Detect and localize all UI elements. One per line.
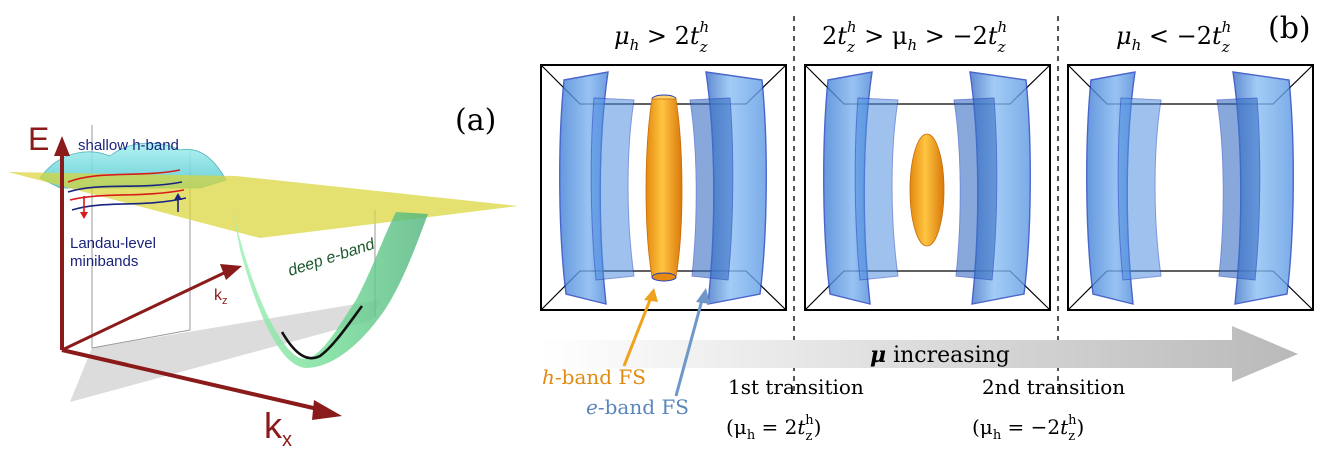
kx-axis-arrowhead — [312, 400, 342, 420]
kx-axis-label: kx — [264, 405, 292, 451]
mu-increasing-arrow — [540, 326, 1298, 382]
h-band-fs-ellipsoid — [909, 133, 945, 247]
fermi-plane — [8, 172, 518, 238]
landau-minibands — [67, 169, 187, 211]
panel-a-label: (a) — [455, 103, 496, 138]
e-axis-label: E — [28, 121, 49, 157]
kz-axis-arrowhead — [220, 264, 242, 280]
panel-a: E kx kz shallow h-band Landau-level mini… — [8, 103, 518, 451]
fs-box-3 — [1067, 64, 1314, 311]
panel-b: μh > 2tzh 2tzh > μh > −2tzh μh < −2tzh (… — [540, 11, 1314, 444]
landau-label-line1: Landau-level — [70, 235, 156, 252]
h-band-pointer — [622, 288, 658, 367]
level-arrows — [80, 193, 182, 219]
deep-e-band-surface — [232, 206, 428, 368]
landau-label-line2: minibands — [70, 253, 138, 270]
condition-1: μh > 2tzh — [614, 18, 709, 56]
transition-1-condition: (μh = 2tzh) — [726, 413, 821, 444]
deep-e-band-label: deep e-band — [286, 236, 378, 280]
h-band-fs-label: h-band FS — [542, 365, 646, 389]
deep-e-band-edge — [280, 305, 364, 360]
floor-plane — [70, 300, 380, 402]
shallow-h-band-label: shallow h-band — [78, 137, 179, 154]
e-band-pointer — [674, 288, 710, 397]
kz-axis — [61, 270, 227, 352]
e-axis-arrowhead — [54, 136, 70, 156]
transition-2-label: 2nd transition — [982, 375, 1125, 399]
kz-axis-label: kz — [214, 287, 228, 307]
transition-2-condition: (μh = −2tzh) — [972, 413, 1084, 444]
transition-1-label: 1st transition — [728, 375, 864, 399]
h-band-fs-surface — [645, 98, 683, 278]
fs-box-2 — [804, 64, 1051, 311]
panel-b-label: (b) — [1268, 11, 1311, 46]
fs-box-1 — [540, 64, 787, 311]
mu-increasing-label: μ increasing — [870, 342, 1010, 368]
condition-3: μh < −2tzh — [1116, 18, 1231, 56]
condition-2: 2tzh > μh > −2tzh — [822, 18, 1007, 56]
kx-axis — [61, 348, 323, 412]
e-band-fs-label: e-band FS — [586, 395, 689, 419]
